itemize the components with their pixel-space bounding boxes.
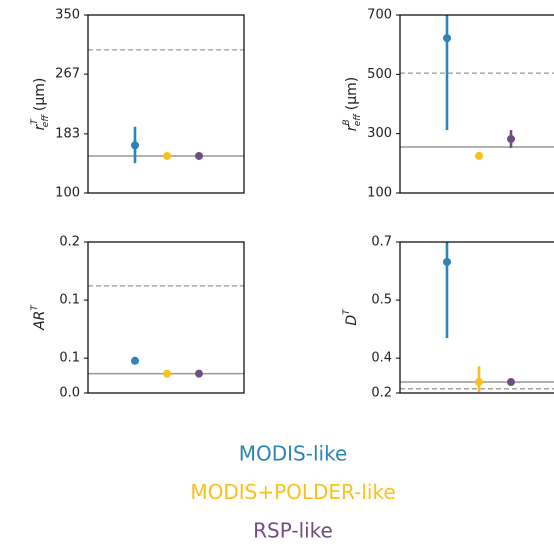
y-tick-label: 0.2	[371, 386, 392, 401]
legend-entry: RSP-like	[253, 519, 333, 543]
y-tick-label: 100	[367, 186, 392, 201]
y-axis-label: rBeff (μm)	[342, 77, 363, 131]
y-tick-label: 267	[55, 67, 80, 82]
y-axis-label-base: r	[344, 124, 360, 131]
y-axis-label-sup: T	[30, 304, 40, 311]
y-tick-label: 0.7	[371, 235, 392, 250]
y-axis-label-sup: B	[342, 119, 352, 125]
y-tick-label: 0.4	[371, 351, 392, 366]
axes-frame	[87, 14, 245, 194]
data-point	[475, 151, 483, 160]
y-tick-label: 183	[55, 126, 80, 141]
legend-entry: MODIS+POLDER-like	[190, 480, 395, 504]
data-point	[131, 141, 139, 150]
legend-entry: MODIS-like	[239, 442, 348, 466]
y-axis-label-unit: (μm)	[32, 78, 48, 111]
y-axis-label: rTeff (μm)	[30, 78, 51, 131]
y-axis-label-base: AR	[32, 311, 48, 331]
y-tick-label: 0.5	[371, 293, 392, 308]
y-axis-label-unit: (μm)	[344, 77, 360, 110]
data-point	[131, 356, 139, 365]
data-point	[507, 378, 515, 387]
y-axis-label-base: r	[32, 123, 48, 130]
y-tick-label: 300	[367, 126, 392, 141]
y-axis-label-sup: T	[30, 118, 40, 125]
axes-frame	[399, 241, 554, 394]
y-axis-label-sup: T	[342, 308, 352, 315]
data-point	[163, 151, 171, 160]
data-point	[443, 258, 451, 267]
y-tick-label: 500	[367, 67, 392, 82]
data-point	[475, 378, 483, 387]
y-tick-label: 100	[55, 186, 80, 201]
y-axis-label: DT	[342, 308, 361, 326]
y-tick-label: 0.1	[59, 351, 80, 366]
y-axis-label-sub: eff	[353, 113, 363, 127]
y-axis-label: ART	[30, 304, 49, 331]
y-tick-label: 0.1	[59, 293, 80, 308]
y-tick-label: 0.2	[59, 235, 80, 250]
y-tick-label: 350	[55, 8, 80, 23]
y-tick-label: 0.0	[59, 386, 80, 401]
y-axis-label-base: D	[344, 315, 360, 326]
y-axis-label-sub: eff	[41, 114, 51, 128]
data-point	[507, 135, 515, 144]
data-point	[195, 151, 203, 160]
axes-frame	[399, 14, 554, 194]
axes-frame	[87, 241, 245, 394]
data-point	[195, 369, 203, 378]
data-point	[443, 34, 451, 43]
y-tick-label: 700	[367, 8, 392, 23]
data-point	[163, 369, 171, 378]
